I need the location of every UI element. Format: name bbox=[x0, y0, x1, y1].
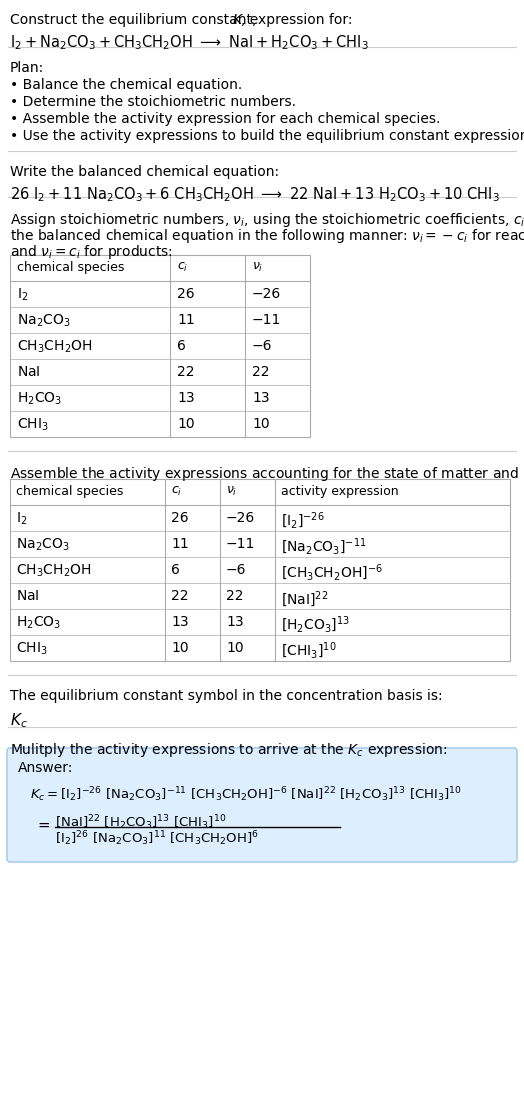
Text: • Determine the stoichiometric numbers.: • Determine the stoichiometric numbers. bbox=[10, 95, 296, 109]
Text: $K_c$: $K_c$ bbox=[10, 711, 28, 729]
Text: chemical species: chemical species bbox=[16, 485, 123, 498]
Text: $\mathregular{CH_3CH_2OH}$: $\mathregular{CH_3CH_2OH}$ bbox=[17, 339, 93, 356]
Text: −11: −11 bbox=[226, 537, 255, 551]
Text: $\mathregular{[I_2]^{26}\ [Na_2CO_3]^{11}\ [CH_3CH_2OH]^{6}}$: $\mathregular{[I_2]^{26}\ [Na_2CO_3]^{11… bbox=[55, 829, 259, 848]
Text: $\mathregular{H_2CO_3}$: $\mathregular{H_2CO_3}$ bbox=[17, 391, 62, 408]
FancyBboxPatch shape bbox=[7, 748, 517, 862]
Text: $c_i$: $c_i$ bbox=[177, 261, 188, 274]
Text: 22: 22 bbox=[252, 365, 269, 379]
Text: $\mathregular{[CH_3CH_2OH]^{-6}}$: $\mathregular{[CH_3CH_2OH]^{-6}}$ bbox=[281, 564, 383, 583]
Text: $\mathregular{[NaI]^{22}}$: $\mathregular{[NaI]^{22}}$ bbox=[281, 589, 329, 609]
Text: 11: 11 bbox=[177, 313, 195, 327]
Text: $\nu_i$: $\nu_i$ bbox=[226, 485, 237, 498]
Text: and $\nu_i = c_i$ for products:: and $\nu_i = c_i$ for products: bbox=[10, 243, 173, 261]
Text: $\mathregular{[CHI_3]^{10}}$: $\mathregular{[CHI_3]^{10}}$ bbox=[281, 641, 336, 662]
Text: −6: −6 bbox=[226, 564, 246, 577]
Text: 26: 26 bbox=[177, 287, 194, 301]
Text: activity expression: activity expression bbox=[281, 485, 399, 498]
Text: $\mathregular{NaI}$: $\mathregular{NaI}$ bbox=[17, 365, 40, 379]
Text: 22: 22 bbox=[226, 589, 244, 603]
Text: Plan:: Plan: bbox=[10, 61, 44, 75]
Text: 13: 13 bbox=[226, 615, 244, 629]
Text: =: = bbox=[37, 818, 50, 832]
Text: 26: 26 bbox=[171, 511, 189, 525]
Text: 6: 6 bbox=[171, 564, 180, 577]
Text: −11: −11 bbox=[252, 313, 281, 327]
Text: • Use the activity expressions to build the equilibrium constant expression.: • Use the activity expressions to build … bbox=[10, 129, 524, 143]
Text: 13: 13 bbox=[171, 615, 189, 629]
Text: $\mathregular{Na_2CO_3}$: $\mathregular{Na_2CO_3}$ bbox=[16, 537, 70, 554]
Text: 13: 13 bbox=[252, 391, 270, 406]
Text: The equilibrium constant symbol in the concentration basis is:: The equilibrium constant symbol in the c… bbox=[10, 690, 443, 703]
Text: the balanced chemical equation in the following manner: $\nu_i = -c_i$ for react: the balanced chemical equation in the fo… bbox=[10, 227, 524, 245]
Text: $\mathregular{I_2}$: $\mathregular{I_2}$ bbox=[16, 511, 27, 527]
Text: $K$: $K$ bbox=[232, 13, 244, 27]
Text: Write the balanced chemical equation:: Write the balanced chemical equation: bbox=[10, 165, 279, 179]
Text: 10: 10 bbox=[226, 641, 244, 655]
Text: $\mathregular{26\ I_2 + 11\ Na_2CO_3 + 6\ CH_3CH_2OH\ \longrightarrow\ 22\ NaI +: $\mathregular{26\ I_2 + 11\ Na_2CO_3 + 6… bbox=[10, 185, 500, 203]
Text: Assemble the activity expressions accounting for the state of matter and $\nu_i$: Assemble the activity expressions accoun… bbox=[10, 465, 524, 483]
Text: −26: −26 bbox=[226, 511, 255, 525]
Text: 11: 11 bbox=[171, 537, 189, 551]
Text: $\mathregular{[Na_2CO_3]^{-11}}$: $\mathregular{[Na_2CO_3]^{-11}}$ bbox=[281, 537, 366, 557]
Text: chemical species: chemical species bbox=[17, 261, 124, 274]
Text: $\mathregular{CHI_3}$: $\mathregular{CHI_3}$ bbox=[17, 417, 49, 433]
Text: $\mathregular{[H_2CO_3]^{13}}$: $\mathregular{[H_2CO_3]^{13}}$ bbox=[281, 615, 350, 635]
Text: 22: 22 bbox=[177, 365, 194, 379]
Text: $\mathregular{CHI_3}$: $\mathregular{CHI_3}$ bbox=[16, 641, 48, 657]
Text: Assign stoichiometric numbers, $\nu_i$, using the stoichiometric coefficients, $: Assign stoichiometric numbers, $\nu_i$, … bbox=[10, 211, 524, 229]
Text: $\mathregular{Na_2CO_3}$: $\mathregular{Na_2CO_3}$ bbox=[17, 313, 71, 329]
Bar bbox=[10, 478, 510, 661]
Text: • Balance the chemical equation.: • Balance the chemical equation. bbox=[10, 78, 242, 92]
Text: Mulitply the activity expressions to arrive at the $K_c$ expression:: Mulitply the activity expressions to arr… bbox=[10, 741, 447, 759]
Text: $\mathregular{I_2}$: $\mathregular{I_2}$ bbox=[17, 287, 28, 304]
Text: $\mathregular{I_2 + Na_2CO_3 + CH_3CH_2OH}$$\mathregular{\ \longrightarrow \ NaI: $\mathregular{I_2 + Na_2CO_3 + CH_3CH_2O… bbox=[10, 33, 369, 52]
Text: $c_i$: $c_i$ bbox=[171, 485, 182, 498]
Text: 13: 13 bbox=[177, 391, 194, 406]
Text: Construct the equilibrium constant,: Construct the equilibrium constant, bbox=[10, 13, 261, 27]
Text: 6: 6 bbox=[177, 339, 186, 352]
Text: 10: 10 bbox=[171, 641, 189, 655]
Text: 10: 10 bbox=[252, 417, 270, 431]
Text: , expression for:: , expression for: bbox=[241, 13, 353, 27]
Text: $\mathregular{CH_3CH_2OH}$: $\mathregular{CH_3CH_2OH}$ bbox=[16, 564, 92, 579]
Text: $\mathregular{[I_2]^{-26}}$: $\mathregular{[I_2]^{-26}}$ bbox=[281, 511, 324, 532]
Text: $K_c = \mathregular{[I_2]^{-26}\ [Na_2CO_3]^{-11}\ [CH_3CH_2OH]^{-6}\ [NaI]^{22}: $K_c = \mathregular{[I_2]^{-26}\ [Na_2CO… bbox=[30, 785, 462, 803]
Text: $\mathregular{H_2CO_3}$: $\mathregular{H_2CO_3}$ bbox=[16, 615, 61, 631]
Text: • Assemble the activity expression for each chemical species.: • Assemble the activity expression for e… bbox=[10, 112, 440, 126]
Text: −26: −26 bbox=[252, 287, 281, 301]
Bar bbox=[10, 255, 310, 436]
Text: 22: 22 bbox=[171, 589, 189, 603]
Text: −6: −6 bbox=[252, 339, 272, 352]
Text: 10: 10 bbox=[177, 417, 194, 431]
Text: $\mathregular{[NaI]^{22}\ [H_2CO_3]^{13}\ [CHI_3]^{10}}$: $\mathregular{[NaI]^{22}\ [H_2CO_3]^{13}… bbox=[55, 813, 226, 832]
Text: $\nu_i$: $\nu_i$ bbox=[252, 261, 264, 274]
Text: Answer:: Answer: bbox=[18, 761, 73, 775]
Text: $\mathregular{NaI}$: $\mathregular{NaI}$ bbox=[16, 589, 40, 603]
